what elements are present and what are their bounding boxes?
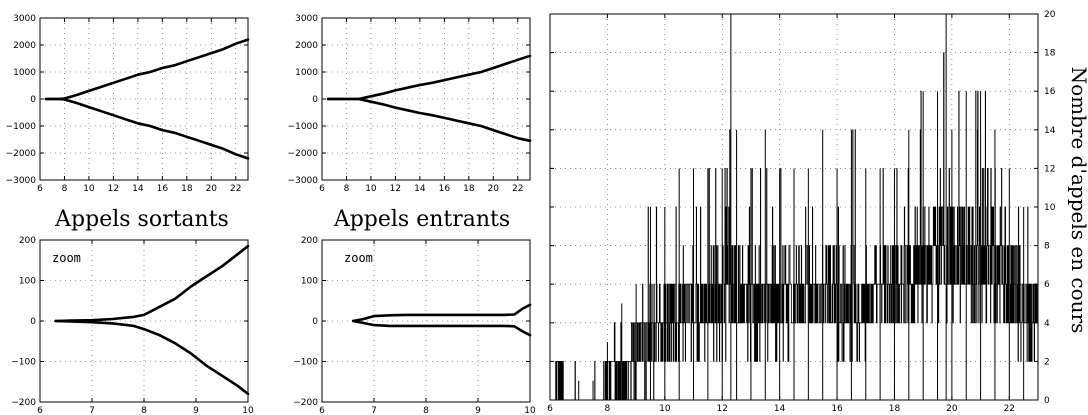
y-tick-label: 100: [19, 277, 36, 287]
x-tick-label: 10: [524, 406, 536, 415]
y-tick-label: 12: [1044, 164, 1055, 174]
x-tick-label: 8: [141, 406, 147, 415]
y-tick-label: −3000: [6, 176, 37, 186]
y-tick-label: −200: [11, 398, 36, 408]
x-tick-label: 16: [831, 404, 843, 414]
zoom-label-middle: zoom: [344, 251, 373, 265]
zoom-label-left: zoom: [52, 251, 81, 265]
y-tick-label: 18: [1044, 49, 1056, 59]
series-line-1: [54, 244, 250, 323]
y-tick-label: −2000: [288, 149, 319, 159]
x-tick-label: 8: [605, 404, 611, 414]
y-tick-label: 10: [1044, 203, 1056, 213]
y-axis-label-appels-en-cours: Nombre d'appels en cours: [1067, 67, 1088, 334]
y-tick-label: 8: [1044, 242, 1050, 252]
x-tick-label: 10: [365, 184, 377, 194]
y-tick-label: −100: [11, 358, 36, 368]
x-tick-label: 6: [37, 406, 43, 415]
y-tick-label: 0: [1044, 396, 1050, 406]
x-tick-label: 6: [319, 406, 325, 415]
x-tick-label: 20: [488, 184, 500, 194]
y-tick-label: 4: [1044, 319, 1050, 329]
y-tick-label: 1000: [295, 68, 318, 78]
y-tick-label: 2: [1044, 357, 1050, 367]
x-tick-label: 9: [193, 406, 199, 415]
series-line-1: [351, 303, 532, 323]
chart-entrants-full: 6 8 10 12 14 16 18 20 22 −3000 −2000 −1000 0 1000 2000…: [288, 14, 532, 194]
y-tick-label: 2000: [13, 41, 36, 51]
chart-appels-en-cours: 6 8 10 12 14 16 18 20 22 0 2 4 6 8 10 12 14 16 18 20: [547, 10, 1056, 414]
y-tick-label: 3000: [13, 14, 36, 24]
series-line-2: [44, 97, 250, 160]
title-appels-entrants: Appels entrants: [333, 207, 510, 232]
y-tick-label: 0: [312, 95, 318, 105]
y-tick-label: 0: [312, 317, 318, 327]
x-tick-label: 16: [439, 184, 451, 194]
y-tick-label: 200: [301, 236, 318, 246]
y-tick-label: −200: [293, 398, 318, 408]
x-tick-label: 6: [37, 184, 43, 194]
x-tick-label: 6: [547, 404, 553, 414]
series-line-1: [44, 38, 250, 101]
x-tick-label: 20: [206, 184, 218, 194]
y-tick-label: −3000: [288, 176, 319, 186]
y-tick-label: 0: [30, 317, 36, 327]
chart-entrants-zoom: 6 7 8 9 10 −200 −100 0 100 200: [293, 236, 536, 415]
y-tick-label: −1000: [6, 122, 37, 132]
y-tick-label: −2000: [6, 149, 37, 159]
y-tick-label: 6: [1044, 280, 1050, 290]
x-tick-label: 10: [659, 404, 671, 414]
y-tick-label: 2000: [295, 41, 318, 51]
chart-sortants-full: 6 8 10 12 14 16 18 20 22 −3000 −2000 −1000 0 1000 2000…: [6, 14, 250, 194]
y-tick-label: 100: [301, 277, 318, 287]
x-tick-label: 10: [242, 406, 254, 415]
y-tick-label: 16: [1044, 87, 1056, 97]
y-tick-label: 200: [19, 236, 36, 246]
x-tick-label: 12: [717, 404, 728, 414]
y-tick-label: 0: [30, 95, 36, 105]
series-line-1: [326, 54, 532, 101]
chart-sortants-zoom: 6 7 8 9 10 −200 −100 0 100 200: [11, 236, 254, 415]
x-tick-label: 14: [774, 404, 786, 414]
x-tick-label: 8: [344, 184, 350, 194]
calls-in-progress-trace: [555, 52, 1039, 401]
x-tick-label: 12: [390, 184, 401, 194]
x-tick-label: 14: [414, 184, 426, 194]
x-tick-label: 8: [423, 406, 429, 415]
x-tick-label: 22: [230, 184, 241, 194]
x-tick-label: 18: [463, 184, 475, 194]
x-tick-label: 22: [1004, 404, 1015, 414]
x-tick-label: 10: [83, 184, 95, 194]
y-tick-label: 14: [1044, 126, 1056, 136]
x-tick-label: 7: [371, 406, 377, 415]
plot-frame: [39, 17, 249, 181]
x-tick-label: 14: [132, 184, 144, 194]
y-tick-label: −100: [293, 358, 318, 368]
series-line-2: [54, 319, 250, 396]
x-tick-label: 9: [475, 406, 481, 415]
y-tick-label: 20: [1044, 10, 1056, 20]
y-tick-label: 1000: [13, 68, 36, 78]
x-tick-label: 8: [62, 184, 68, 194]
series-line-2: [326, 97, 532, 143]
y-tick-label: 3000: [295, 14, 318, 24]
x-tick-label: 6: [319, 184, 325, 194]
series-line-2: [351, 319, 532, 337]
x-tick-label: 18: [889, 404, 901, 414]
y-tick-label: −1000: [288, 122, 319, 132]
x-tick-label: 22: [512, 184, 523, 194]
x-tick-label: 16: [157, 184, 169, 194]
x-tick-label: 20: [946, 404, 958, 414]
x-tick-label: 12: [108, 184, 119, 194]
x-tick-label: 7: [89, 406, 95, 415]
title-appels-sortants: Appels sortants: [54, 207, 229, 232]
x-tick-label: 18: [181, 184, 193, 194]
